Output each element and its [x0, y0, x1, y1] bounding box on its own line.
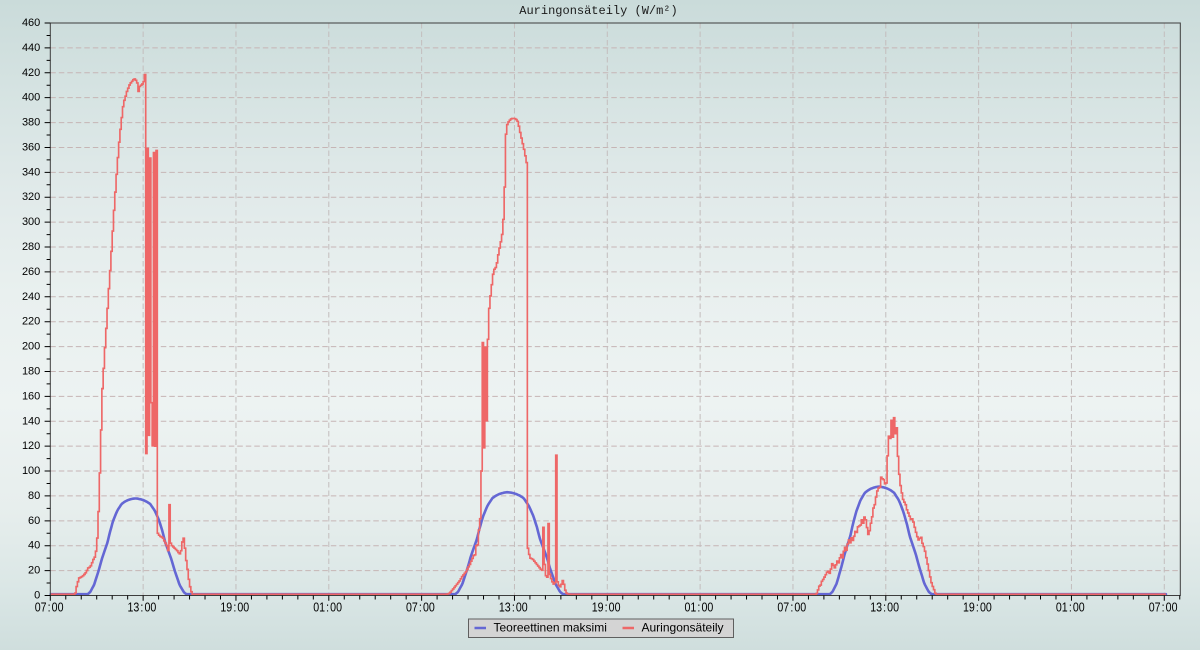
svg-text:140: 140	[22, 415, 40, 427]
svg-text:13:00: 13:00	[127, 601, 156, 615]
svg-text:19:00: 19:00	[220, 601, 249, 615]
svg-text:400: 400	[22, 92, 40, 104]
svg-text:360: 360	[22, 142, 40, 154]
svg-text:180: 180	[22, 366, 40, 378]
svg-text:460: 460	[22, 17, 40, 29]
svg-text:100: 100	[22, 465, 40, 477]
svg-text:200: 200	[22, 341, 40, 353]
svg-text:80: 80	[28, 490, 40, 502]
svg-text:01:00: 01:00	[684, 601, 713, 615]
svg-text:220: 220	[22, 316, 40, 328]
svg-text:07:00: 07:00	[35, 601, 64, 615]
svg-text:07:00: 07:00	[777, 601, 806, 615]
svg-text:13:00: 13:00	[870, 601, 899, 615]
svg-text:19:00: 19:00	[592, 601, 621, 615]
svg-text:420: 420	[22, 67, 40, 79]
svg-text:440: 440	[22, 42, 40, 54]
svg-text:120: 120	[22, 440, 40, 452]
svg-text:160: 160	[22, 390, 40, 402]
svg-text:19:00: 19:00	[963, 601, 992, 615]
svg-text:340: 340	[22, 166, 40, 178]
svg-text:Auringonsäteily (W/m²): Auringonsäteily (W/m²)	[519, 4, 677, 18]
svg-text:13:00: 13:00	[499, 601, 528, 615]
svg-text:240: 240	[22, 291, 40, 303]
svg-text:260: 260	[22, 266, 40, 278]
svg-text:20: 20	[28, 565, 40, 577]
svg-text:280: 280	[22, 241, 40, 253]
svg-text:60: 60	[28, 515, 40, 527]
svg-text:Teoreettinen maksimi: Teoreettinen maksimi	[494, 621, 607, 635]
svg-text:01:00: 01:00	[313, 601, 342, 615]
svg-text:07:00: 07:00	[406, 601, 435, 615]
svg-text:01:00: 01:00	[1056, 601, 1085, 615]
svg-text:320: 320	[22, 191, 40, 203]
svg-text:0: 0	[34, 590, 40, 602]
svg-text:Auringonsäteily: Auringonsäteily	[642, 621, 724, 635]
svg-text:300: 300	[22, 216, 40, 228]
svg-text:07:00: 07:00	[1149, 601, 1178, 615]
svg-text:380: 380	[22, 117, 40, 129]
svg-text:40: 40	[28, 540, 40, 552]
